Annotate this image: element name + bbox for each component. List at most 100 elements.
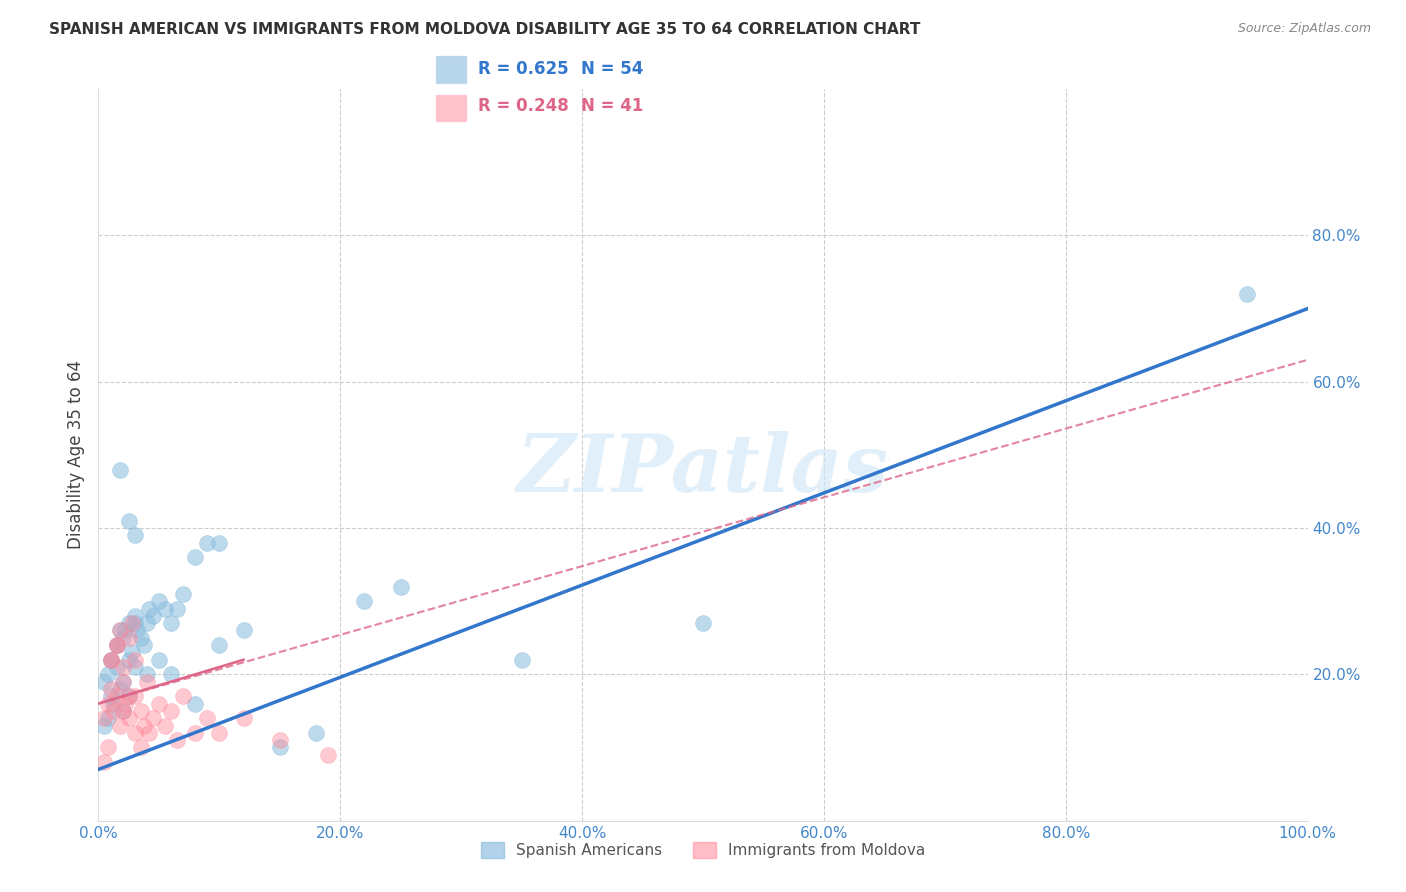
Point (160, 704, 183, 718)
Text: R = 0.625: R = 0.625 (478, 61, 568, 78)
Point (108, 681, 131, 696)
Point (129, 704, 152, 718)
Point (108, 718, 131, 732)
Point (208, 535, 231, 549)
Point (124, 616, 146, 631)
Point (153, 601, 176, 615)
Point (93, 718, 115, 732)
Point (124, 690, 146, 704)
Point (172, 690, 194, 704)
Point (269, 740, 291, 755)
Point (105, 638, 128, 652)
Point (184, 697, 207, 711)
Point (138, 601, 160, 615)
Point (118, 690, 141, 704)
Legend: Spanish Americans, Immigrants from Moldova: Spanish Americans, Immigrants from Moldo… (475, 836, 931, 864)
Point (184, 550, 207, 565)
Point (353, 594, 375, 608)
Point (118, 616, 141, 631)
Point (111, 674, 134, 689)
Point (269, 733, 291, 747)
Point (101, 697, 124, 711)
Text: R = 0.248: R = 0.248 (478, 97, 569, 115)
Point (124, 608, 146, 623)
Point (232, 711, 254, 725)
Point (1236, 287, 1258, 301)
Point (127, 624, 149, 638)
Point (105, 690, 128, 704)
Point (111, 660, 134, 674)
Point (124, 726, 146, 740)
Point (100, 653, 122, 667)
Point (172, 587, 194, 601)
Point (108, 624, 131, 638)
Text: Source: ZipAtlas.com: Source: ZipAtlas.com (1237, 22, 1371, 36)
Point (121, 645, 143, 659)
Point (108, 462, 131, 476)
Point (111, 704, 134, 718)
Point (153, 718, 176, 732)
Text: SPANISH AMERICAN VS IMMIGRANTS FROM MOLDOVA DISABILITY AGE 35 TO 64 CORRELATION : SPANISH AMERICAN VS IMMIGRANTS FROM MOLD… (49, 22, 921, 37)
Text: ZIPatlas: ZIPatlas (517, 431, 889, 508)
Point (101, 704, 124, 718)
Point (105, 638, 128, 652)
Point (135, 667, 157, 681)
Point (142, 711, 165, 725)
Point (97, 697, 120, 711)
Point (118, 690, 141, 704)
Point (97, 740, 120, 755)
Point (108, 624, 131, 638)
Point (142, 608, 165, 623)
Point (105, 638, 128, 652)
Point (138, 726, 160, 740)
Point (124, 528, 146, 542)
Point (134, 718, 156, 732)
Point (148, 653, 170, 667)
Point (93, 674, 115, 689)
Point (100, 690, 122, 704)
Point (111, 674, 134, 689)
Point (100, 653, 122, 667)
Point (208, 638, 231, 652)
Bar (436, 56, 465, 83)
Point (195, 535, 218, 549)
Point (105, 660, 128, 674)
Point (118, 514, 141, 528)
Point (692, 616, 714, 631)
Point (232, 624, 254, 638)
Point (129, 740, 152, 755)
Point (160, 667, 183, 681)
Point (114, 624, 136, 638)
Point (166, 733, 188, 747)
Point (93, 755, 115, 769)
Point (124, 660, 146, 674)
Text: N = 54: N = 54 (582, 61, 644, 78)
Y-axis label: Disability Age 35 to 64: Disability Age 35 to 64 (66, 360, 84, 549)
Point (208, 726, 231, 740)
Point (105, 638, 128, 652)
Point (135, 674, 157, 689)
Point (160, 616, 183, 631)
Point (97, 667, 120, 681)
Point (134, 638, 156, 652)
Point (118, 653, 141, 667)
Point (97, 711, 120, 725)
Text: N = 41: N = 41 (582, 97, 644, 115)
Point (389, 580, 412, 594)
Point (111, 631, 134, 645)
Point (93, 711, 115, 725)
Point (100, 681, 122, 696)
Point (135, 616, 157, 631)
Point (124, 653, 146, 667)
Point (118, 631, 141, 645)
Point (121, 616, 143, 631)
Point (305, 726, 328, 740)
Point (148, 594, 170, 608)
Point (129, 631, 152, 645)
Point (100, 653, 122, 667)
Point (114, 697, 136, 711)
Point (100, 653, 122, 667)
Bar (436, 95, 465, 121)
Point (118, 711, 141, 725)
Point (316, 747, 339, 762)
